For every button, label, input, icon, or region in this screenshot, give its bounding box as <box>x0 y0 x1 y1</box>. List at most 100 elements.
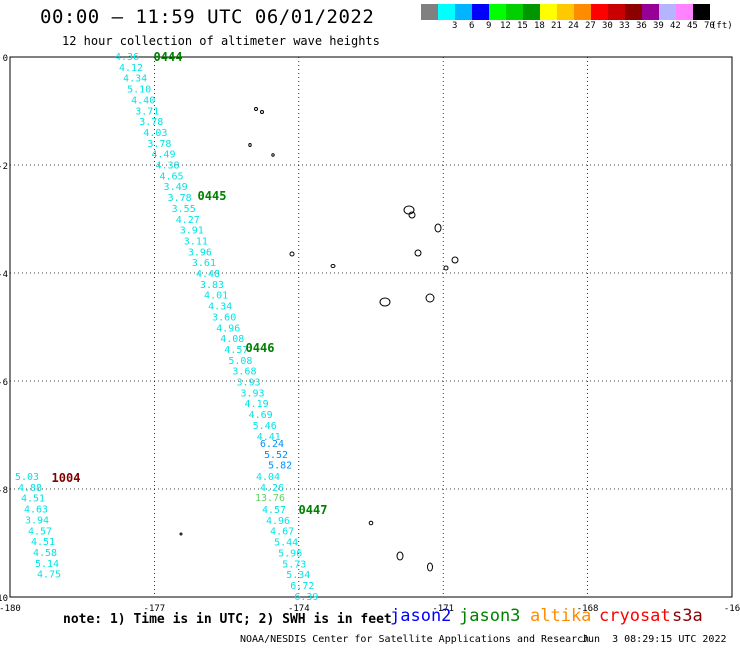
wave-height-value: 4.57 <box>224 345 248 356</box>
island-outlines <box>179 107 459 572</box>
wave-height-value: 3.78 <box>139 117 163 128</box>
legend-tick-label: 27 <box>585 21 596 31</box>
pass-time-label: 0444 <box>154 50 183 64</box>
wave-height-value: 4.88 <box>18 483 42 494</box>
legend-swatch <box>540 4 557 20</box>
wave-height-value: 13.76 <box>255 493 285 504</box>
island-outline <box>330 264 336 268</box>
satellite-label-altika: altika <box>530 606 592 626</box>
legend-swatch <box>608 4 625 20</box>
wave-height-value: 5.14 <box>35 559 59 570</box>
satellite-label-jason3: jason3 <box>459 606 521 626</box>
wave-height-value: 5.03 <box>15 472 39 483</box>
legend-tick-label: 6 <box>469 21 475 31</box>
longitude-tick-label: -16 <box>724 604 740 614</box>
wave-height-values: 4.364.124.345.104.403.713.784.033.784.49… <box>15 52 318 603</box>
pass-time-label: 1004 <box>52 471 81 485</box>
wave-height-value: 4.26 <box>260 483 284 494</box>
legend-unit: (ft) <box>711 21 733 31</box>
wave-height-value: 5.96 <box>278 548 302 559</box>
legend-tick-label: 12 <box>500 21 511 31</box>
legend-swatch <box>625 4 642 20</box>
island-outline <box>179 532 183 536</box>
wave-height-value: 5.52 <box>264 450 288 461</box>
legend-tick-label: 15 <box>517 21 528 31</box>
legend-swatch <box>438 4 455 20</box>
island-outline <box>379 297 391 307</box>
legend-swatch <box>574 4 591 20</box>
map-title: 00:00 – 11:59 UTC 06/01/2022 <box>40 6 375 28</box>
wave-height-value: 4.67 <box>270 527 294 538</box>
legend-tick-label: 18 <box>534 21 545 31</box>
wave-height-value: 4.40 <box>131 95 155 106</box>
wave-height-value: 3.96 <box>188 247 212 258</box>
island-outline <box>414 249 422 257</box>
legend-tick-label: 42 <box>670 21 681 31</box>
island-outline <box>271 153 275 157</box>
wave-height-value: 4.49 <box>151 150 175 161</box>
map-frame <box>9 56 733 598</box>
legend-swatch <box>506 4 523 20</box>
wave-height-value: 5.73 <box>282 559 306 570</box>
legend-swatch <box>642 4 659 20</box>
wave-height-value: 4.96 <box>216 323 240 334</box>
island-outline <box>248 143 252 147</box>
island-outline <box>368 520 374 526</box>
longitude-tick-label: -180 <box>0 604 21 614</box>
wave-height-value: 4.48 <box>196 269 220 280</box>
wave-height-value: 4.19 <box>245 399 269 410</box>
map-subtitle: 12 hour collection of altimeter wave hei… <box>62 34 380 48</box>
legend-swatch <box>472 4 489 20</box>
island-outline <box>289 251 295 257</box>
wave-height-value: 4.03 <box>143 128 167 139</box>
credit-line: NOAA/NESDIS Center for Satellite Applica… <box>240 634 590 645</box>
latitude-tick-label: -10 <box>0 594 8 604</box>
longitude-tick-label: -171 <box>432 604 454 614</box>
legend-swatch <box>455 4 472 20</box>
island-outline <box>403 205 415 215</box>
wave-height-value: 4.01 <box>204 291 228 302</box>
wave-height-value: 5.08 <box>228 356 252 367</box>
longitude-tick-label: -168 <box>577 604 599 614</box>
footnote: note: 1) Time is in UTC; 2) SWH is in fe… <box>63 612 392 627</box>
legend-tick-label: 70 <box>704 21 715 31</box>
island-outline <box>396 551 404 561</box>
longitude-tick-label: -174 <box>288 604 310 614</box>
wave-height-value: 6.24 <box>260 439 284 450</box>
legend-tick-label: 3 <box>452 21 458 31</box>
color-legend: 3 6 9 12 15 18 21 24 27 30 33 36 39 42 45 70 (ft) <box>421 4 733 34</box>
wave-height-value: 5.44 <box>274 538 298 549</box>
satellite-label-s3a: s3a <box>672 606 703 626</box>
island-outline <box>254 107 258 111</box>
generation-timestamp: Jun 3 08:29:15 UTC 2022 <box>582 634 727 645</box>
wave-height-value: 4.12 <box>119 63 143 74</box>
latitude-tick-label: 0 <box>3 54 8 64</box>
latitude-tick-label: -4 <box>0 270 8 280</box>
latitude-tick-label: -2 <box>0 162 8 172</box>
satellite-label-jason2: jason2 <box>390 606 452 626</box>
legend-swatch <box>676 4 693 20</box>
wave-height-value: 4.51 <box>31 537 55 548</box>
pass-time-label: 0447 <box>299 503 328 517</box>
legend-tick-label: 9 <box>486 21 492 31</box>
wave-height-value: 5.46 <box>253 421 277 432</box>
wave-height-value: 4.08 <box>220 334 244 345</box>
wave-height-value: 3.78 <box>168 193 192 204</box>
wave-height-value: 3.49 <box>164 182 188 193</box>
legend-swatch <box>489 4 506 20</box>
wave-height-value: 3.91 <box>180 226 204 237</box>
wave-height-value: 4.57 <box>28 526 52 537</box>
wave-height-value: 3.60 <box>212 312 236 323</box>
wave-height-value: 4.96 <box>266 516 290 527</box>
wave-height-value: 4.04 <box>256 472 280 483</box>
wave-height-value: 4.65 <box>160 171 184 182</box>
legend-tick-label: 30 <box>602 21 613 31</box>
wave-height-value: 4.34 <box>208 302 232 313</box>
legend-swatch <box>591 4 608 20</box>
wave-height-value: 3.93 <box>236 378 260 389</box>
latitude-tick-label: -6 <box>0 378 8 388</box>
legend-tick-label: 21 <box>551 21 562 31</box>
pass-time-labels: 0444 0445 0446 0447 1004 <box>52 50 328 517</box>
wave-height-value: 6.72 <box>290 581 314 592</box>
legend-tick-label: 39 <box>653 21 664 31</box>
